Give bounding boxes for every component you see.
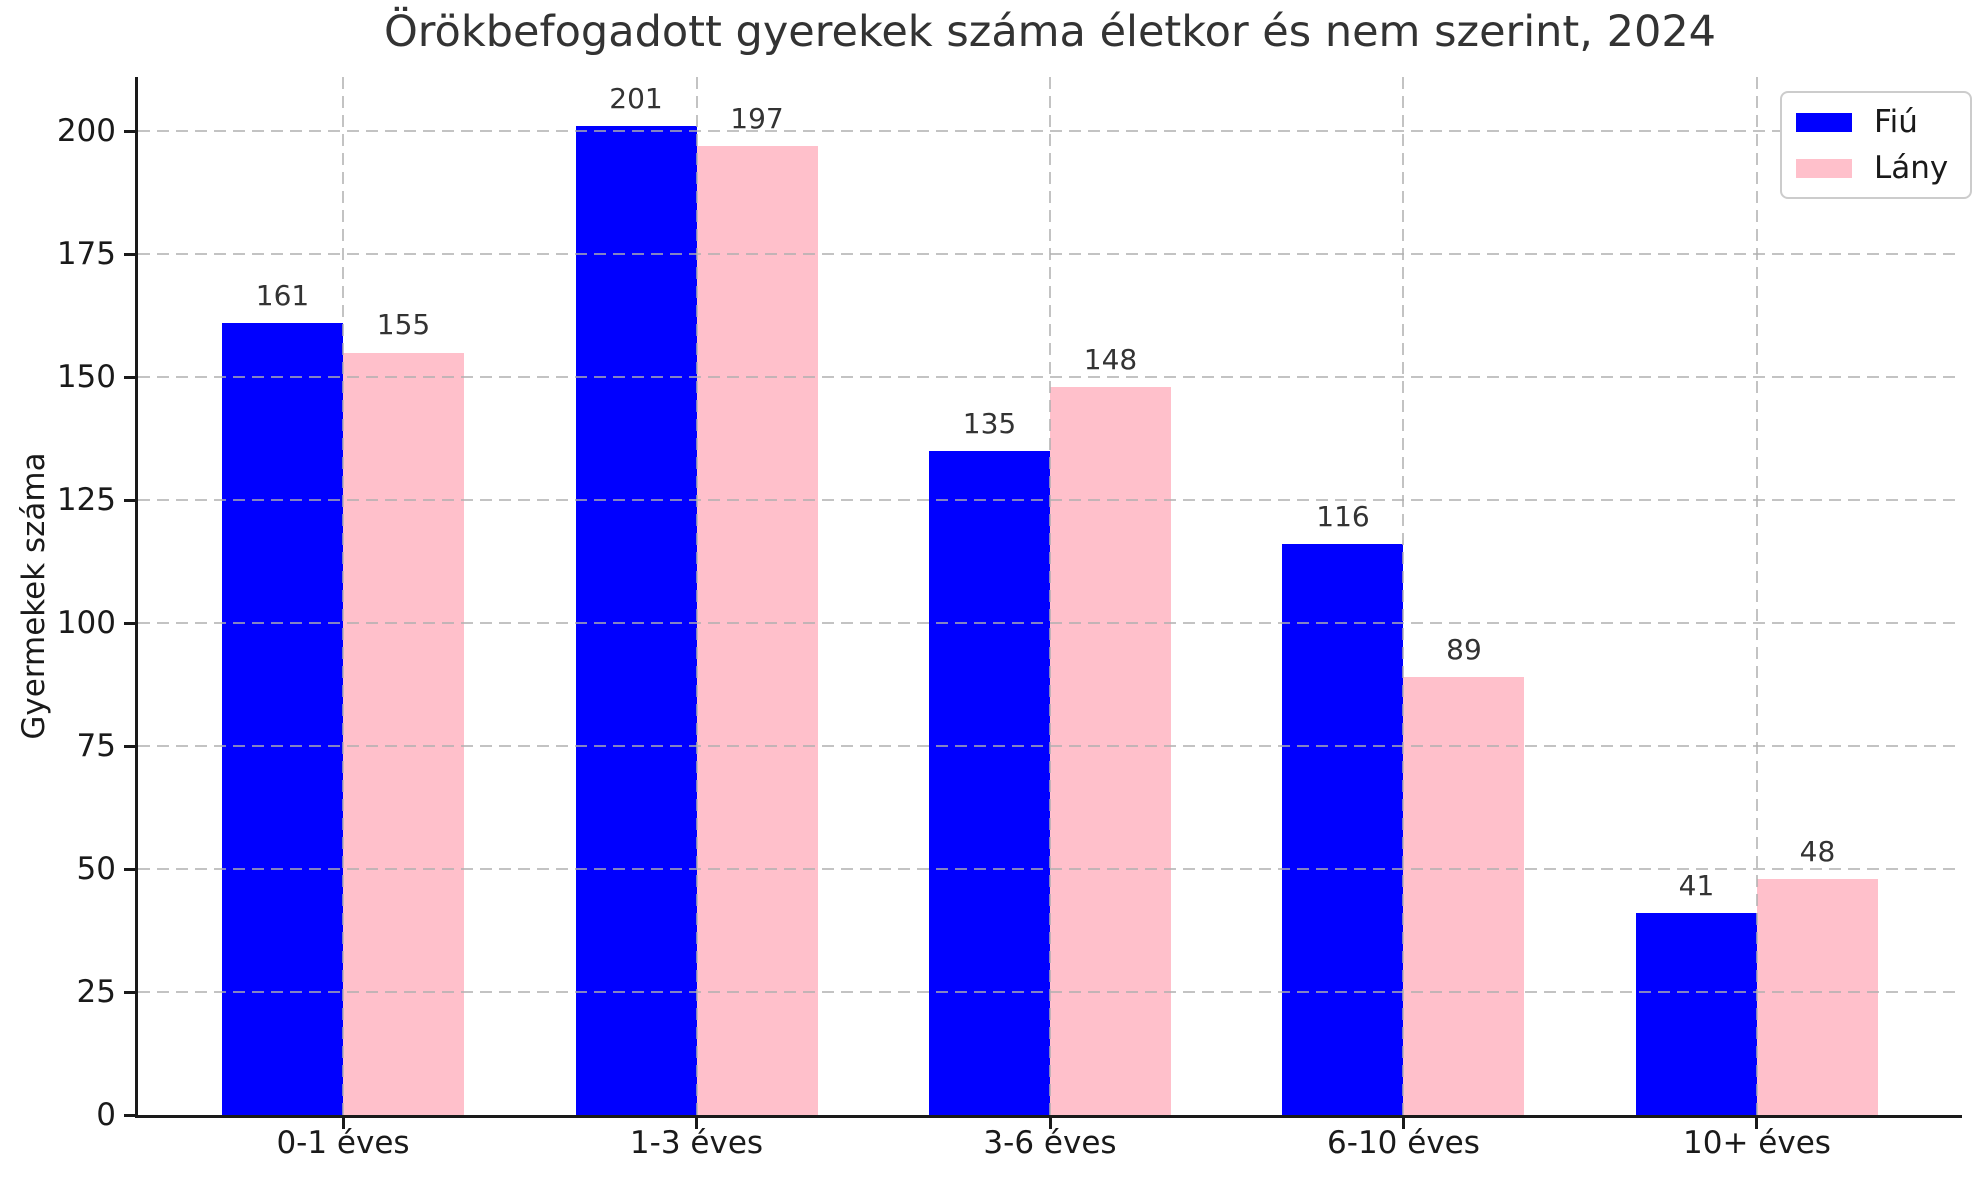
x-tick-label: 10+ éves [1683,1125,1831,1161]
x-gridline [695,77,698,1115]
x-tick-mark [695,1118,698,1129]
legend-item-fiu: Fiú [1796,105,1948,139]
legend-swatch-fiu [1796,112,1852,132]
bar-fiu [1635,913,1757,1115]
y-tick-mark [124,621,138,625]
legend-label: Fiú [1874,104,1918,140]
bar-value-label: 197 [730,101,784,135]
y-tick-label: 0 [96,1097,116,1133]
bar-value-label: 116 [1316,500,1370,534]
y-tick-label: 150 [56,359,116,396]
y-tick-label: 200 [56,113,116,150]
bar-lany [343,352,465,1115]
legend: Fiú Lány [1780,91,1973,199]
bar-lany [696,145,818,1115]
x-tick-mark [1048,1118,1052,1129]
bar-fiu [1282,544,1404,1115]
bar-value-label: 135 [962,406,1017,440]
x-gridline [1402,77,1405,1115]
legend-swatch-lany [1796,158,1852,178]
bar-lany [1756,878,1878,1115]
bar-value-label: 48 [1799,834,1836,868]
y-tick-mark [124,252,138,256]
bar-lany [1403,677,1525,1115]
chart-title: Örökbefogadott gyerekek száma életkor és… [383,7,1717,57]
x-tick-mark [341,1118,345,1129]
y-tick-mark [124,375,138,379]
y-tick-mark [124,867,138,871]
y-tick-label: 100 [56,605,116,642]
y-tick-mark [124,990,138,994]
x-tick-mark [1401,1118,1405,1129]
x-tick-mark [1755,1118,1759,1129]
bar-value-label: 89 [1446,633,1482,667]
y-tick-label: 50 [76,851,116,888]
x-gridline [1049,77,1051,1115]
ticks-layer: 0 25 50 75 100 125 150 175 200 0-1 éves 1-3 éves 3-… [57,77,1962,1161]
x-axis-spine [135,1115,1962,1118]
bar-value-label: 161 [255,278,310,312]
bar-value-label: 201 [609,82,663,116]
legend-label: Lány [1874,150,1949,186]
bar-fiu [575,126,697,1115]
bar-value-label: 41 [1678,869,1715,903]
y-tick-label: 175 [56,236,116,273]
value-labels-layer: 161 201 135 116 41 155 197 148 89 48 [138,77,1962,1115]
plot-area: 161 201 135 116 41 155 197 148 89 48 0 25 50 75 100 12… [57,77,1973,1161]
y-tick-mark [124,1113,138,1117]
y-tick-mark [124,744,138,748]
bar-value-label: 155 [376,308,431,342]
bar-value-label: 148 [1083,342,1138,376]
y-tick-label: 75 [76,728,116,765]
bar-fiu [222,322,344,1115]
x-tick-label: 6-10 éves [1327,1125,1480,1161]
x-tick-label: 3-6 éves [983,1125,1117,1161]
bars-layer [138,77,1962,1115]
x-tick-label: 0-1 éves [276,1125,410,1161]
bar-lany [1050,386,1171,1115]
legend-item-lany: Lány [1796,151,1948,185]
x-tick-label: 1-3 éves [629,1125,764,1161]
grid-layer [138,77,1962,1115]
y-axis-spine [135,77,138,1118]
y-tick-label: 125 [56,482,116,519]
y-tick-mark [124,498,138,502]
y-tick-mark [124,129,138,133]
x-gridline [1755,77,1758,1115]
bar-fiu [929,450,1050,1115]
y-tick-label: 25 [76,974,116,1010]
x-gridline [342,77,345,1115]
